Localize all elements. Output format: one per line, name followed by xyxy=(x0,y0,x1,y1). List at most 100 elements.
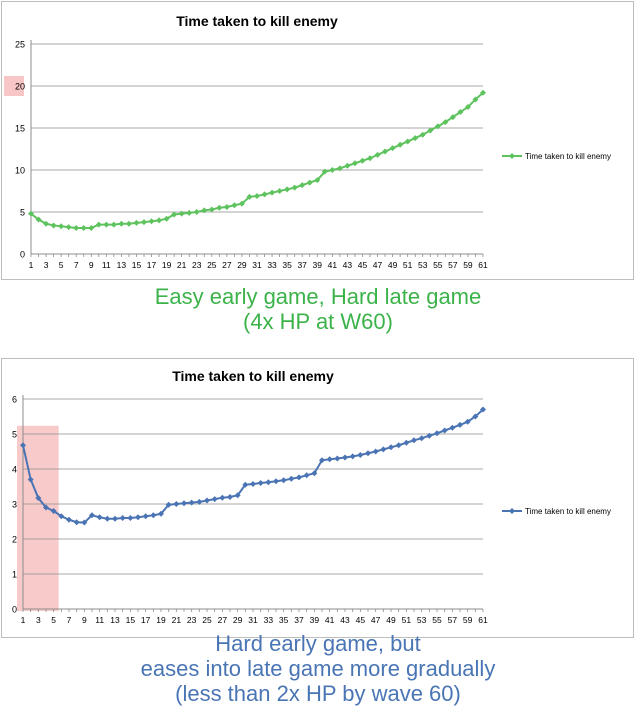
x-tick-label: 23 xyxy=(192,260,202,270)
x-tick-label: 7 xyxy=(67,615,72,625)
data-point xyxy=(306,179,313,186)
data-point xyxy=(43,504,49,511)
x-tick-label: 55 xyxy=(432,615,442,625)
x-tick-label: 5 xyxy=(51,615,56,625)
x-tick-label: 13 xyxy=(117,260,127,270)
data-point xyxy=(472,96,479,103)
data-point xyxy=(141,219,147,226)
data-point xyxy=(246,193,253,200)
caption-1: Easy early game, Hard late game (4x HP a… xyxy=(0,284,636,334)
y-tick-highlight xyxy=(4,76,24,96)
data-point xyxy=(464,418,471,425)
x-tick-label: 53 xyxy=(417,615,427,625)
y-tick-label: 0 xyxy=(20,250,25,260)
x-tick-label: 33 xyxy=(267,260,277,270)
data-point xyxy=(204,497,210,504)
x-tick-label: 1 xyxy=(29,260,34,270)
data-point xyxy=(96,514,103,521)
y-tick-label: 0 xyxy=(12,605,17,615)
data-point xyxy=(395,442,402,449)
data-point xyxy=(299,182,306,189)
x-tick-label: 59 xyxy=(463,260,473,270)
legend-marker xyxy=(509,508,515,514)
data-point xyxy=(242,481,249,488)
data-point xyxy=(165,501,172,508)
data-point xyxy=(357,452,364,458)
data-point xyxy=(273,478,279,485)
x-tick-label: 57 xyxy=(448,260,458,270)
data-point xyxy=(173,501,180,507)
data-point xyxy=(442,119,449,126)
data-point xyxy=(250,481,256,488)
data-point xyxy=(411,437,417,444)
x-tick-label: 13 xyxy=(110,615,120,625)
x-tick-label: 59 xyxy=(463,615,473,625)
x-tick-label: 51 xyxy=(403,260,413,270)
data-point xyxy=(311,470,318,477)
data-point xyxy=(65,224,72,231)
data-point xyxy=(291,184,298,191)
data-point xyxy=(73,519,80,526)
data-point xyxy=(351,160,358,167)
data-point xyxy=(464,104,471,110)
y-tick-label: 20 xyxy=(15,82,25,92)
data-point xyxy=(480,406,486,413)
x-tick-label: 61 xyxy=(478,260,488,270)
data-point xyxy=(254,193,260,200)
y-tick-label: 6 xyxy=(12,395,17,405)
data-point xyxy=(20,442,26,449)
data-point xyxy=(118,220,125,227)
data-point xyxy=(269,189,276,196)
data-point xyxy=(284,186,291,193)
x-tick-label: 37 xyxy=(297,260,307,270)
data-point xyxy=(208,206,215,213)
data-point xyxy=(112,515,118,522)
data-point xyxy=(231,202,238,209)
x-tick-label: 33 xyxy=(264,615,274,625)
data-point xyxy=(372,448,379,455)
y-tick-label: 15 xyxy=(15,124,25,134)
data-point xyxy=(188,499,195,506)
y-tick-label: 1 xyxy=(12,570,17,580)
legend-label: Time taken to kill enemy xyxy=(525,152,611,161)
x-tick-label: 29 xyxy=(233,615,243,625)
data-point xyxy=(403,439,410,446)
x-tick-label: 43 xyxy=(340,615,350,625)
data-point xyxy=(81,519,88,526)
x-tick-label: 7 xyxy=(74,260,79,270)
data-point xyxy=(427,127,434,134)
x-tick-label: 11 xyxy=(102,260,111,270)
data-point xyxy=(223,203,230,210)
x-tick-label: 29 xyxy=(237,260,247,270)
data-point xyxy=(319,457,325,464)
data-point xyxy=(296,474,302,481)
data-point xyxy=(397,141,404,148)
x-tick-label: 35 xyxy=(279,615,289,625)
legend-label: Time taken to kill enemy xyxy=(525,507,611,516)
x-tick-label: 25 xyxy=(202,615,212,625)
data-point xyxy=(125,220,132,227)
data-point xyxy=(156,217,163,224)
x-tick-label: 21 xyxy=(172,615,182,625)
data-point xyxy=(28,210,34,217)
data-point xyxy=(359,157,366,164)
chart-panel-2: Time taken to kill enemy 0 1 2 3 4 5 6 1 3 5 7 9 11 13… xyxy=(1,358,634,638)
data-point xyxy=(66,516,72,523)
x-tick-label: 25 xyxy=(207,260,217,270)
data-point xyxy=(457,109,464,116)
data-point xyxy=(135,514,141,521)
data-point xyxy=(419,131,426,138)
data-point xyxy=(58,223,65,230)
data-point xyxy=(349,453,356,460)
data-point xyxy=(58,513,65,520)
x-tick-label: 11 xyxy=(95,615,104,625)
data-point xyxy=(276,188,283,194)
data-point xyxy=(150,512,157,519)
x-tick-label: 31 xyxy=(248,615,258,625)
data-point xyxy=(334,455,341,462)
data-point xyxy=(321,168,328,175)
x-tick-label: 43 xyxy=(343,260,353,270)
data-point xyxy=(127,515,134,521)
chart-title: Time taken to kill enemy xyxy=(176,13,338,29)
series-line xyxy=(30,91,484,229)
